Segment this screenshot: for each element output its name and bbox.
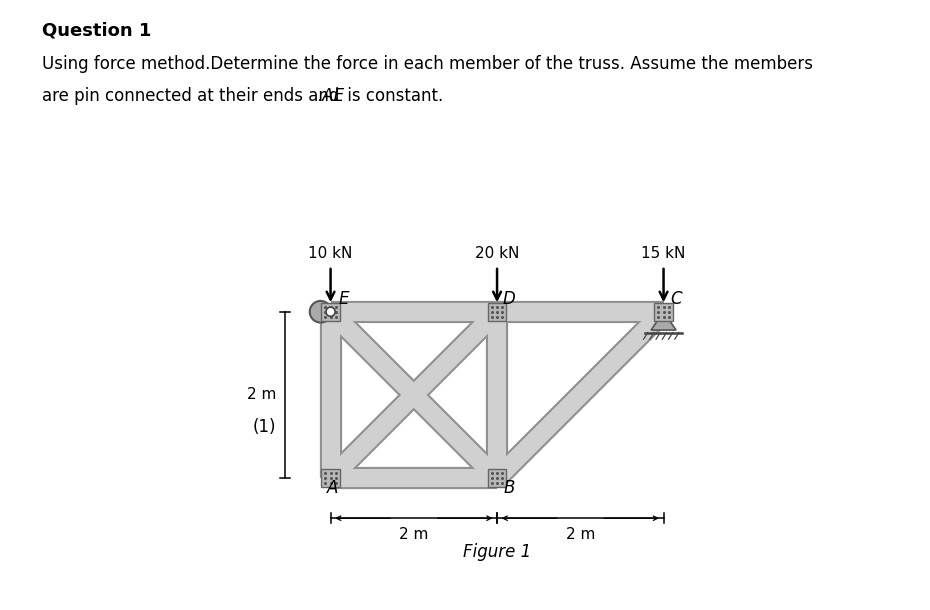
Text: C: C	[671, 290, 682, 309]
Text: 2 m: 2 m	[565, 526, 595, 542]
Bar	[655, 303, 672, 321]
Text: .AE: .AE	[316, 87, 344, 105]
Bar	[488, 469, 506, 487]
Text: A: A	[326, 479, 338, 497]
Text: 15 kN: 15 kN	[642, 246, 685, 261]
Text: 2 m: 2 m	[247, 387, 276, 403]
Bar	[488, 303, 506, 321]
Text: 20 kN: 20 kN	[475, 246, 519, 261]
Bar	[322, 469, 339, 487]
Text: D: D	[502, 290, 515, 309]
Text: 2 m: 2 m	[399, 526, 429, 542]
Circle shape	[326, 307, 335, 317]
Text: Using force method.Determine the force in each member of the truss. Assume the m: Using force method.Determine the force i…	[42, 55, 813, 73]
Text: E: E	[339, 290, 350, 309]
Text: B: B	[504, 479, 515, 497]
Text: 10 kN: 10 kN	[309, 246, 352, 261]
Text: are pin connected at their ends and: are pin connected at their ends and	[42, 87, 344, 105]
Text: Question 1: Question 1	[42, 21, 152, 40]
Text: Figure 1: Figure 1	[463, 543, 531, 561]
Circle shape	[310, 301, 331, 323]
Polygon shape	[651, 312, 676, 330]
Bar	[322, 303, 339, 321]
Text: (1): (1)	[253, 418, 276, 436]
Text: is constant.: is constant.	[341, 87, 443, 105]
